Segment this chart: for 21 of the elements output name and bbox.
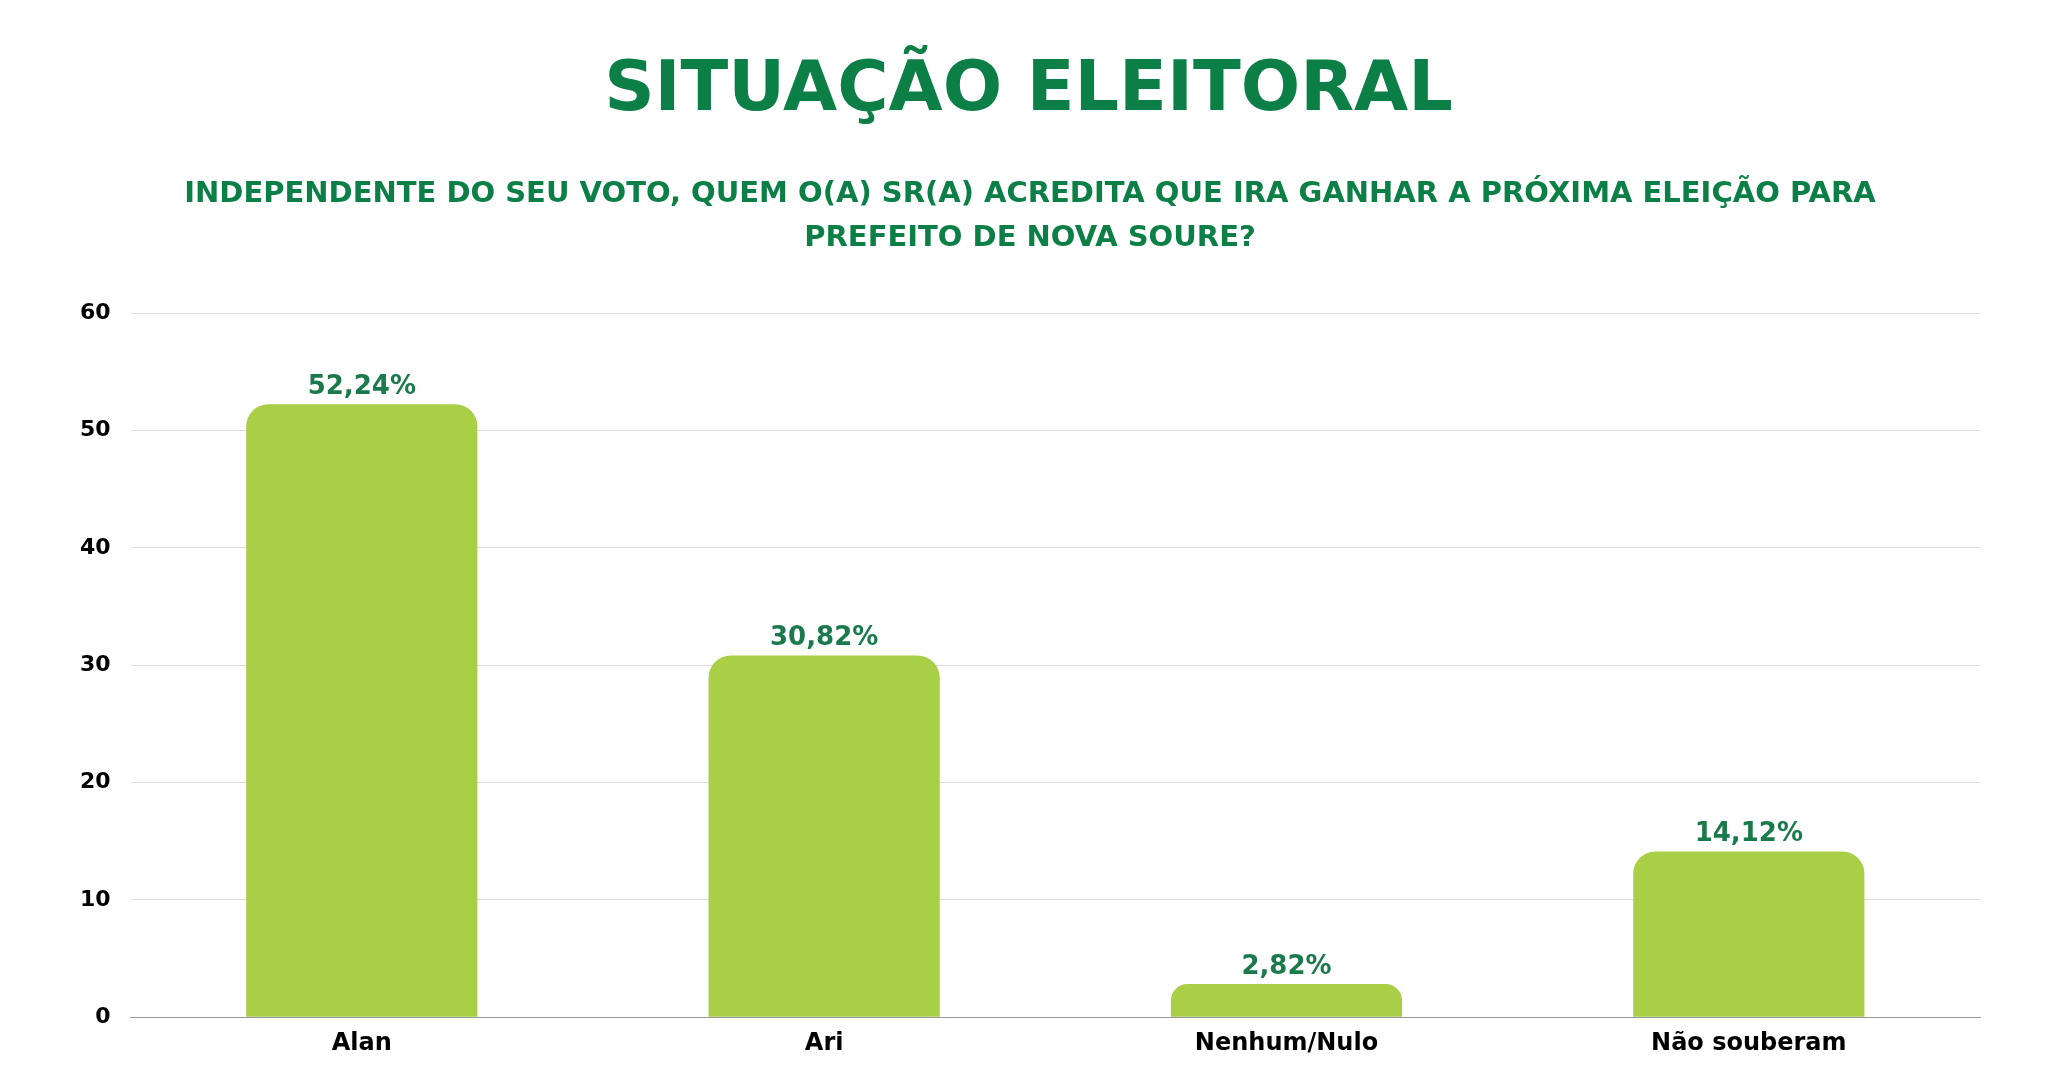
y-tick-label: 50 xyxy=(79,416,111,442)
chart-subtitle: INDEPENDENTE DO SEU VOTO, QUEM O(A) SR(A) ACREDITA QUE IRA GANHAR A PRÓXIMA ELEIÇÃO PARA PREFEITO DE NOVA SOURE? xyxy=(183,174,1877,255)
bar xyxy=(1633,851,1865,1017)
x-tick-label: Ari xyxy=(804,1027,844,1056)
x-tick-label: Alan xyxy=(331,1027,392,1056)
y-tick-label: 40 xyxy=(79,533,111,559)
data-label: 2,82% xyxy=(1241,949,1332,980)
y-tick-label: 30 xyxy=(79,650,111,676)
bar xyxy=(708,655,940,1017)
chart-title: SITUAÇÃO ELEITORAL xyxy=(603,45,1454,127)
data-label: 14,12% xyxy=(1694,817,1803,848)
x-tick-label: Não souberam xyxy=(1651,1027,1847,1056)
y-tick-label: 60 xyxy=(79,298,111,324)
data-label: 30,82% xyxy=(769,621,879,652)
x-tick-label: Nenhum/Nulo xyxy=(1194,1027,1379,1056)
y-tick-label: 0 xyxy=(95,1002,111,1028)
y-tick-label: 10 xyxy=(79,885,111,911)
data-label: 52,24% xyxy=(307,370,416,400)
bar xyxy=(246,404,478,1017)
y-tick-label: 20 xyxy=(79,768,111,794)
bar xyxy=(1170,984,1403,1017)
